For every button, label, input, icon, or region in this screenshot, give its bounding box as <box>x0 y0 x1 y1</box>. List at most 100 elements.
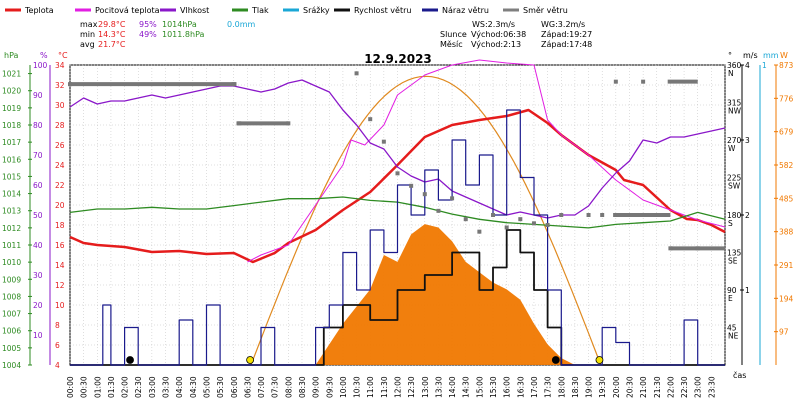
wind-tick-label: 4 <box>745 61 750 70</box>
sunset-marker <box>595 356 604 364</box>
wind-direction-point <box>518 217 523 222</box>
pressure-tick-label: 1005 <box>2 344 21 353</box>
temp-tick-label: 6 <box>55 341 60 350</box>
time-tick-label: 06:30 <box>243 376 252 398</box>
pressure-tick-label: 1020 <box>2 87 21 96</box>
time-tick-label: 00:00 <box>66 376 75 398</box>
time-tick-label: 18:00 <box>557 376 566 398</box>
sun-arc-line <box>250 75 602 366</box>
humidity-tick-label: 50 <box>33 211 43 220</box>
direction-tick-value: 90 <box>727 286 737 295</box>
stat-min-hum: 49% <box>139 30 157 39</box>
legend-label: Tlak <box>251 6 269 15</box>
wind-direction-point <box>450 196 455 201</box>
wind-direction-point <box>695 246 700 251</box>
axis-header-pct: % <box>40 51 48 60</box>
time-tick-label: 23:00 <box>694 376 703 398</box>
wind-direction-point <box>354 71 359 76</box>
time-tick-label: 21:00 <box>639 376 648 398</box>
time-tick-label: 13:00 <box>421 376 430 398</box>
solar-tick-label: 291 <box>779 261 794 270</box>
direction-tick-letter: E <box>728 294 733 303</box>
humidity-tick-label: 10 <box>33 331 43 340</box>
moon-label: Měsíc <box>440 40 463 49</box>
legend-label: Teplota <box>24 6 54 15</box>
pressure-tick-label: 1010 <box>2 258 21 267</box>
legend: Teplota Pocitová teplota Vlhkost Tlak Srážky… <box>5 6 568 15</box>
pressure-tick-label: 1004 <box>2 361 21 370</box>
pressure-tick-label: 1015 <box>2 172 21 181</box>
solar-tick-label: 97 <box>779 328 789 337</box>
time-tick-label: 18:30 <box>571 376 580 398</box>
solar-tick-label: 873 <box>779 61 794 70</box>
temp-tick-label: 8 <box>55 321 60 330</box>
time-tick-label: 04:00 <box>175 376 184 398</box>
wind-direction-point <box>477 229 482 234</box>
temp-tick-label: 14 <box>55 261 65 270</box>
time-tick-label: 03:30 <box>162 376 171 398</box>
time-tick-label: 08:00 <box>284 376 293 398</box>
time-tick-label: 14:00 <box>448 376 457 398</box>
plot-area <box>68 59 726 366</box>
stat-min-press: 1011.8hPa <box>162 30 205 39</box>
time-tick-label: 10:00 <box>339 376 348 398</box>
pressure-tick-label: 1017 <box>2 138 21 147</box>
stat-avg-temp: 21.7°C <box>98 40 126 49</box>
solar-tick-label: 388 <box>779 228 794 237</box>
humidity-tick-label: 70 <box>33 151 43 160</box>
axis-header-deg: ° <box>728 51 732 60</box>
temp-tick-label: 18 <box>55 221 65 230</box>
stat-avg-label: avg <box>80 40 95 49</box>
time-tick-label: 10:30 <box>353 376 362 398</box>
pressure-tick-label: 1008 <box>2 292 21 301</box>
series-line <box>247 59 726 263</box>
moonset-marker <box>551 356 560 364</box>
direction-tick-letter: SE <box>728 257 738 266</box>
moonrise-marker <box>126 356 134 364</box>
direction-tick-value: 270 <box>727 136 742 145</box>
wind-direction-point <box>600 213 605 217</box>
moonrise-time: Východ:2:13 <box>471 40 521 49</box>
temp-tick-label: 26 <box>55 141 65 150</box>
legend-label: Vlhkost <box>180 6 209 15</box>
time-tick-label: 00:30 <box>80 376 89 398</box>
time-tick-label: 15:30 <box>489 376 498 398</box>
solar-tick-label: 679 <box>779 128 794 137</box>
wind-tick-label: 1 <box>745 286 750 295</box>
wind-direction-point <box>559 213 564 217</box>
stat-min-label: min <box>80 30 95 39</box>
time-tick-label: 01:30 <box>107 376 116 398</box>
time-tick-label: 13:30 <box>434 376 443 398</box>
stat-min-temp: 14.3°C <box>98 30 126 39</box>
time-tick-label: 22:30 <box>680 376 689 398</box>
pressure-tick-label: 1011 <box>2 241 21 250</box>
time-tick-label: 07:30 <box>271 376 280 398</box>
direction-tick-value: 45 <box>727 324 737 333</box>
temp-tick-label: 34 <box>55 61 65 70</box>
wind-direction-point <box>237 121 242 126</box>
time-tick-label: 19:00 <box>585 376 594 398</box>
sunrise-marker <box>246 356 255 364</box>
time-tick-label: 01:00 <box>93 376 102 398</box>
wind-direction-point <box>68 82 72 87</box>
humidity-tick-label: 90 <box>33 91 43 100</box>
time-axis-unit: čas <box>733 370 746 380</box>
pressure-tick-label: 1013 <box>2 207 21 216</box>
sun-label: Slunce <box>440 30 467 39</box>
pressure-tick-label: 1016 <box>2 155 21 164</box>
pressure-tick-label: 1021 <box>2 70 21 79</box>
time-tick-label: 23:30 <box>707 376 716 398</box>
temp-tick-label: 4 <box>55 361 60 370</box>
temp-tick-label: 12 <box>55 281 65 290</box>
stat-max-temp: 29.8°C <box>98 20 126 29</box>
pressure-tick-label: 1014 <box>2 190 21 199</box>
pressure-tick-label: 1007 <box>2 310 21 319</box>
temp-tick-label: 24 <box>55 161 65 170</box>
temp-tick-label: 30 <box>55 101 65 110</box>
wind-direction-point <box>422 192 427 197</box>
wind-direction-point <box>545 223 550 227</box>
time-tick-label: 17:00 <box>530 376 539 398</box>
time-tick-label: 06:00 <box>230 376 239 398</box>
legend-label: Směr větru <box>523 6 568 15</box>
